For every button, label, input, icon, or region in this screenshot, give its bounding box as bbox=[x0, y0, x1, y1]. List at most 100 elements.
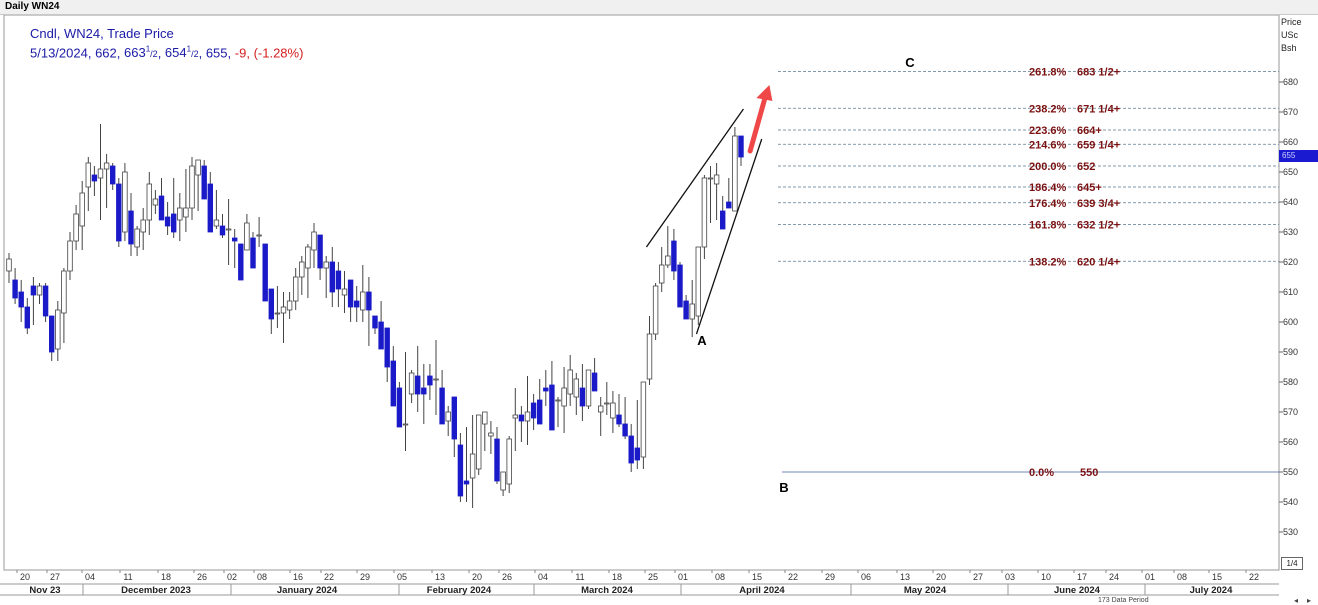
x-month-label: Nov 23 bbox=[29, 585, 60, 596]
candle-down bbox=[335, 270, 342, 290]
x-day-label: 01 bbox=[1145, 572, 1155, 582]
candle-up bbox=[695, 246, 701, 317]
x-day-label: 29 bbox=[360, 572, 370, 582]
candle-down bbox=[12, 279, 18, 299]
x-day-label: 27 bbox=[973, 572, 983, 582]
candle-down bbox=[738, 135, 744, 158]
x-day-label: 22 bbox=[788, 572, 798, 582]
candle-up bbox=[573, 378, 579, 398]
projection-arrow-head bbox=[756, 85, 773, 101]
x-month-label: March 2024 bbox=[581, 585, 633, 596]
candle-down bbox=[366, 291, 372, 311]
candle-down bbox=[530, 402, 537, 419]
candle-down bbox=[201, 165, 207, 200]
header-high: 6631/2 bbox=[124, 45, 158, 60]
candle-up bbox=[134, 228, 140, 248]
candle-up bbox=[713, 174, 720, 185]
fib-pct-label: 186.4% bbox=[1029, 182, 1067, 194]
candle-down bbox=[158, 195, 165, 221]
x-day-label: 20 bbox=[20, 572, 30, 582]
header-open: 662 bbox=[95, 45, 117, 61]
fib-pct-label: 223.6% bbox=[1029, 125, 1067, 137]
scroll-right-arrow-icon[interactable]: ▸ bbox=[1307, 596, 1312, 605]
scale-box: 1/4 bbox=[1281, 557, 1303, 570]
candle-down bbox=[414, 375, 421, 395]
candle-down bbox=[18, 291, 24, 308]
header-high-den: /2 bbox=[150, 49, 158, 60]
candle-up bbox=[225, 228, 232, 231]
candle-up bbox=[103, 162, 110, 170]
axis-unit-bsh: Bsh bbox=[1281, 43, 1297, 53]
y-tick-label: 540 bbox=[1283, 497, 1298, 507]
candle-down bbox=[384, 327, 390, 368]
candle-down bbox=[671, 240, 677, 272]
candle-down bbox=[634, 447, 640, 461]
candle-down bbox=[238, 243, 244, 281]
x-day-label: 06 bbox=[861, 572, 871, 582]
header-low-main: 654 bbox=[164, 45, 187, 61]
x-month-label: May 2024 bbox=[904, 585, 947, 596]
candle-up bbox=[445, 411, 451, 422]
fib-pct-label: 161.8% bbox=[1029, 220, 1067, 232]
candle-up bbox=[488, 432, 494, 437]
candle-up bbox=[299, 261, 305, 278]
candle-up bbox=[140, 219, 146, 233]
y-tick-label: 610 bbox=[1283, 287, 1298, 297]
candle-up bbox=[73, 213, 79, 242]
candle-down bbox=[91, 174, 98, 182]
x-month-label: July 2024 bbox=[1190, 585, 1233, 596]
candle-down bbox=[457, 444, 464, 497]
window-title: Daily WN24 bbox=[5, 1, 60, 12]
x-day-label: 11 bbox=[123, 572, 132, 582]
x-day-label: 18 bbox=[612, 572, 622, 582]
chart-header-ohlc: 5/13/2024, 662, 6631/2, 6541/2, 655, -9,… bbox=[30, 45, 304, 61]
candle-up bbox=[469, 453, 476, 479]
candle-up bbox=[292, 276, 299, 302]
candle-up bbox=[85, 162, 91, 188]
x-day-label: 20 bbox=[936, 572, 946, 582]
candle-down bbox=[231, 237, 238, 242]
candle-down bbox=[24, 306, 30, 329]
x-day-label: 08 bbox=[715, 572, 725, 582]
candle-up bbox=[567, 369, 573, 395]
candle-up bbox=[640, 381, 647, 458]
candle-up bbox=[585, 369, 592, 407]
candle-up bbox=[598, 405, 604, 413]
x-day-label: 24 bbox=[1109, 572, 1119, 582]
fib-price-label: 683 1/2+ bbox=[1077, 67, 1120, 79]
candle-up bbox=[360, 291, 366, 311]
candle-up bbox=[646, 333, 653, 380]
wedge-trendline bbox=[645, 108, 744, 248]
x-day-label: 29 bbox=[825, 572, 835, 582]
x-day-label: 13 bbox=[435, 572, 445, 582]
x-day-label: 27 bbox=[50, 572, 60, 582]
header-high-main: 663 bbox=[124, 45, 146, 61]
x-day-label: 26 bbox=[197, 572, 207, 582]
candle-down bbox=[549, 384, 555, 431]
header-high-frac: 1 bbox=[145, 45, 151, 54]
x-month-label: June 2024 bbox=[1054, 585, 1101, 596]
candle-up bbox=[506, 438, 512, 485]
scroll-left-arrow-icon[interactable]: ◂ bbox=[1294, 596, 1299, 605]
candle-down bbox=[616, 414, 622, 425]
window-title-bar: Daily WN24 bbox=[0, 0, 1318, 15]
candle-up bbox=[512, 414, 518, 419]
candle-up bbox=[195, 159, 201, 176]
y-tick-label: 550 bbox=[1283, 467, 1298, 477]
candle-down bbox=[628, 435, 634, 464]
y-tick-label: 600 bbox=[1283, 317, 1298, 327]
y-tick-label: 580 bbox=[1283, 377, 1298, 387]
fib-price-label: 664+ bbox=[1077, 125, 1102, 137]
x-day-label: 05 bbox=[397, 572, 407, 582]
x-day-label: 18 bbox=[161, 572, 171, 582]
x-day-label: 25 bbox=[648, 572, 658, 582]
candle-down bbox=[451, 396, 457, 440]
y-tick-label: 570 bbox=[1283, 407, 1298, 417]
candle-down bbox=[110, 165, 116, 185]
header-close: 655 bbox=[205, 45, 228, 61]
candle-up bbox=[482, 411, 488, 425]
candle-down bbox=[677, 264, 683, 308]
x-day-label: 15 bbox=[752, 572, 762, 582]
chart-header-line1: Cndl, WN24, Trade Price bbox=[30, 26, 174, 41]
candle-up bbox=[213, 219, 220, 227]
